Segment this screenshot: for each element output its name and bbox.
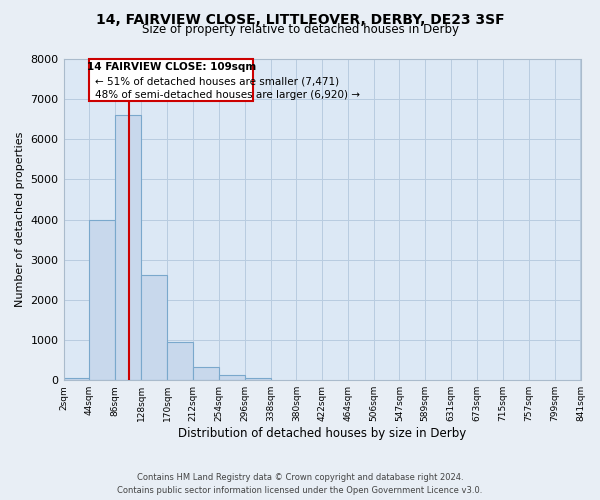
Bar xyxy=(245,378,271,380)
Text: 48% of semi-detached houses are larger (6,920) →: 48% of semi-detached houses are larger (… xyxy=(95,90,359,100)
Bar xyxy=(219,374,245,380)
Bar xyxy=(115,115,141,380)
Text: Contains HM Land Registry data © Crown copyright and database right 2024.
Contai: Contains HM Land Registry data © Crown c… xyxy=(118,474,482,495)
Bar xyxy=(193,367,219,380)
Bar xyxy=(141,275,167,380)
Text: 14 FAIRVIEW CLOSE: 109sqm: 14 FAIRVIEW CLOSE: 109sqm xyxy=(87,62,256,72)
Text: 14, FAIRVIEW CLOSE, LITTLEOVER, DERBY, DE23 3SF: 14, FAIRVIEW CLOSE, LITTLEOVER, DERBY, D… xyxy=(95,12,505,26)
X-axis label: Distribution of detached houses by size in Derby: Distribution of detached houses by size … xyxy=(178,427,466,440)
Text: Size of property relative to detached houses in Derby: Size of property relative to detached ho… xyxy=(142,22,458,36)
Bar xyxy=(64,378,89,380)
Bar xyxy=(89,220,115,380)
FancyBboxPatch shape xyxy=(89,59,253,101)
Bar xyxy=(167,342,193,380)
Y-axis label: Number of detached properties: Number of detached properties xyxy=(15,132,25,308)
Text: ← 51% of detached houses are smaller (7,471): ← 51% of detached houses are smaller (7,… xyxy=(95,76,339,86)
